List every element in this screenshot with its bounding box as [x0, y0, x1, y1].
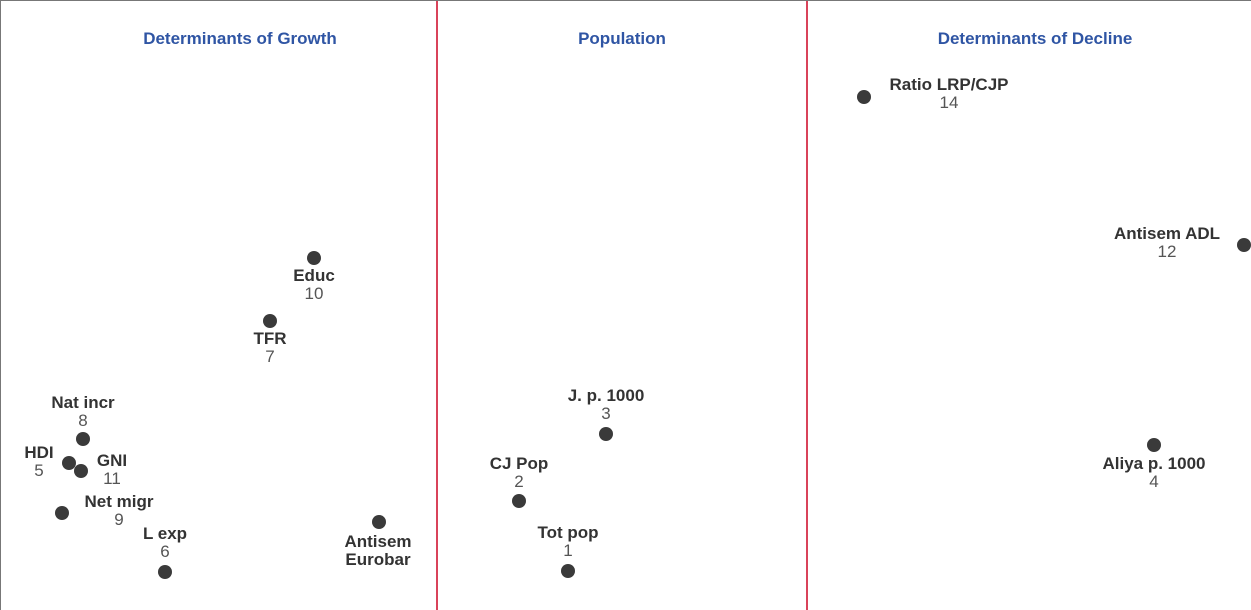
panel-title: Determinants of Growth: [143, 29, 337, 48]
point-label: Aliya p. 1000 4: [1102, 455, 1205, 491]
point: [857, 90, 871, 104]
point: [561, 564, 575, 578]
point-label: J. p. 1000 3: [568, 387, 645, 423]
panel-title: Population: [578, 29, 666, 48]
point-number: 1: [563, 541, 573, 560]
point-name: Educ: [293, 266, 335, 285]
point: [372, 515, 386, 529]
point-label: Antisem ADL 12: [1114, 225, 1220, 261]
point-number: 10: [304, 284, 324, 303]
point-name: Aliya p. 1000: [1102, 454, 1206, 473]
point-label: TFR 7: [253, 330, 286, 366]
point-number: 11: [103, 469, 121, 488]
point: [512, 494, 526, 508]
point: [55, 506, 69, 520]
point-name: CJ Pop: [489, 454, 549, 473]
point-number: 8: [78, 411, 88, 430]
point: [74, 464, 88, 478]
point: [599, 427, 613, 441]
point: [62, 456, 76, 470]
point-name: J. p. 1000: [567, 386, 645, 405]
point-label: Nat incr 8: [51, 394, 114, 430]
point-name: L exp: [142, 524, 188, 543]
point-name: Antisem Eurobar: [344, 532, 412, 569]
point-name: HDI: [24, 443, 54, 462]
point-number: 12: [1157, 242, 1177, 261]
point-number: 2: [514, 472, 524, 491]
point-number: 7: [265, 347, 275, 366]
point: [1237, 238, 1251, 252]
point-name: Antisem ADL: [1113, 224, 1221, 243]
panel-divider: [806, 1, 808, 610]
point-name: Tot pop: [537, 523, 599, 542]
point: [263, 314, 277, 328]
point-name: Ratio LRP/CJP: [889, 75, 1009, 94]
point-name: Nat incr: [51, 393, 115, 412]
point: [158, 565, 172, 579]
point-label: Educ 10: [293, 267, 335, 303]
point-number: 4: [1149, 472, 1159, 491]
panel-title: Determinants of Decline: [937, 29, 1133, 48]
point: [307, 251, 321, 265]
point-label: Ratio LRP/CJP 14: [889, 76, 1008, 112]
point: [76, 432, 90, 446]
point-label: Net migr 9: [85, 493, 154, 529]
point-label: L exp 6: [143, 525, 187, 561]
panel-divider: [436, 1, 438, 610]
point-label: GNI 11: [97, 452, 127, 488]
point-name: TFR: [253, 329, 287, 348]
point-name: GNI: [96, 451, 128, 470]
point-label: Antisem Eurobar: [333, 533, 423, 569]
point: [1147, 438, 1161, 452]
point-name: Net migr: [84, 492, 154, 511]
point-number: 6: [160, 542, 170, 561]
point-label: HDI 5: [24, 444, 53, 480]
point-number: 14: [939, 93, 959, 112]
point-number: 5: [34, 461, 44, 480]
point-number: 3: [601, 404, 611, 423]
point-label: CJ Pop 2: [490, 455, 549, 491]
point-number: 9: [114, 510, 124, 529]
point-label: Tot pop 1: [537, 524, 598, 560]
